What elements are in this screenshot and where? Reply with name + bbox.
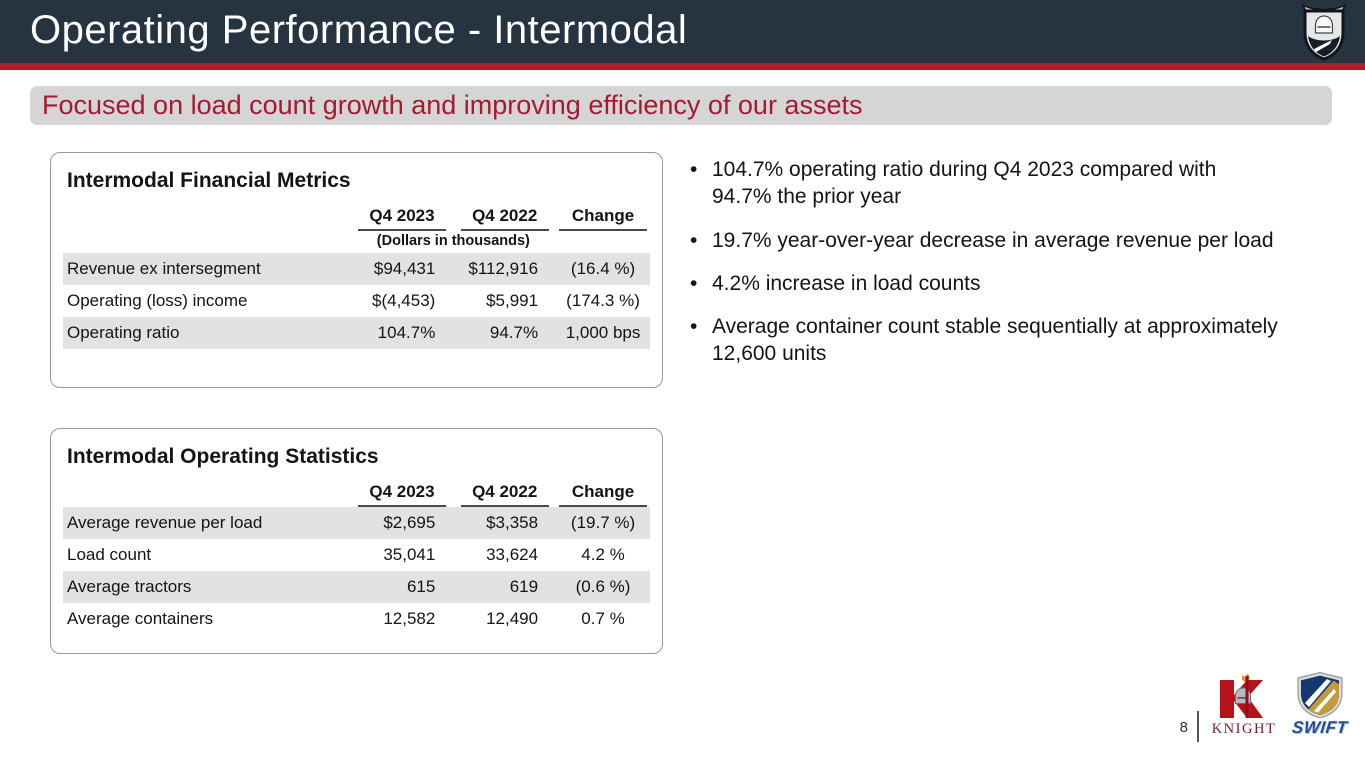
row-label: Average revenue per load	[67, 512, 263, 532]
page-title: Operating Performance - Intermodal	[30, 8, 688, 52]
cell-q4-2022: 94.7%	[489, 322, 539, 342]
operating-table-title: Intermodal Operating Statistics	[67, 445, 379, 468]
cell-change: (174.3 %)	[566, 290, 640, 310]
cell-change: 4.2 %	[581, 544, 625, 564]
page-number: 8	[1179, 719, 1188, 736]
cell-q4-2023: $(4,453)	[372, 290, 436, 310]
header-label-spacer	[63, 479, 351, 507]
bullet-text: 104.7% operating ratio during Q4 2023 co…	[712, 158, 1217, 209]
column-header-q4-2023: Q4 2023	[351, 479, 454, 507]
table-row: Average containers 12,582 12,490 0.7 %	[63, 603, 650, 635]
table-header-row: Q4 2023 Q4 2022 Change	[63, 479, 650, 507]
swift-logo: SWIFT	[1284, 672, 1356, 738]
table-row: Average tractors 615 619 (0.6 %)	[63, 571, 650, 603]
knight-k-helmet-icon	[1220, 674, 1263, 718]
bullet-text: 4.2% increase in load counts	[712, 271, 981, 295]
bullet-item: 104.7% operating ratio during Q4 2023 co…	[690, 156, 1278, 211]
financial-metrics-card: Intermodal Financial Metrics Q4 2023 Q4 …	[50, 152, 663, 388]
table-row: Load count 35,041 33,624 4.2 %	[63, 539, 650, 571]
cell-q4-2023: 35,041	[383, 544, 436, 564]
cell-q4-2023: 615	[406, 576, 436, 596]
table-row: Operating (loss) income $(4,453) $5,991 …	[63, 285, 650, 317]
operating-statistics-table: Q4 2023 Q4 2022 Change Average revenue p…	[63, 479, 650, 635]
knight-wordmark: KNIGHT	[1211, 721, 1277, 737]
financial-metrics-table: Q4 2023 Q4 2022 Change (Dollars in thous…	[63, 203, 650, 349]
cell-q4-2022: $112,916	[468, 258, 539, 278]
financial-table-title: Intermodal Financial Metrics	[67, 169, 351, 192]
bullet-item: 19.7% year-over-year decrease in average…	[690, 227, 1278, 255]
column-header-q4-2022: Q4 2022	[453, 203, 556, 231]
header-label-spacer	[63, 203, 351, 231]
cell-q4-2022: $5,991	[486, 290, 539, 310]
cell-change: (16.4 %)	[570, 258, 636, 278]
header-bar: Operating Performance - Intermodal	[0, 0, 1365, 63]
row-label: Load count	[67, 544, 152, 564]
bullet-item: 4.2% increase in load counts	[690, 270, 1278, 298]
column-header-change: Change	[556, 203, 650, 231]
bullet-text: Average container count stable sequentia…	[712, 315, 1278, 366]
row-label: Average tractors	[67, 576, 192, 596]
row-label: Operating ratio	[67, 322, 180, 342]
highlights-list: 104.7% operating ratio during Q4 2023 co…	[690, 156, 1278, 384]
table-header-row: Q4 2023 Q4 2022 Change	[63, 203, 650, 231]
bullet-item: Average container count stable sequentia…	[690, 313, 1278, 368]
table-row: Revenue ex intersegment $94,431 $112,916…	[63, 253, 650, 285]
table-note-row: (Dollars in thousands)	[63, 231, 650, 253]
cell-q4-2022: 33,624	[486, 544, 539, 564]
cell-q4-2023: 12,582	[383, 608, 436, 628]
cell-q4-2022: $3,358	[486, 512, 539, 532]
row-label: Operating (loss) income	[67, 290, 248, 310]
swift-shield-icon	[1297, 672, 1343, 718]
bullet-text: 19.7% year-over-year decrease in average…	[712, 228, 1274, 252]
cell-change: (19.7 %)	[570, 512, 636, 532]
knight-logo: KNIGHT	[1208, 674, 1280, 738]
cell-change: (0.6 %)	[575, 576, 631, 596]
cell-change: 0.7 %	[581, 608, 625, 628]
row-label: Average containers	[67, 608, 214, 628]
dollars-note: (Dollars in thousands)	[376, 233, 530, 249]
subtitle-text: Focused on load count growth and improvi…	[42, 90, 863, 120]
column-header-q4-2023: Q4 2023	[351, 203, 454, 231]
cell-q4-2022: 619	[509, 576, 539, 596]
table-row: Operating ratio 104.7% 94.7% 1,000 bps	[63, 317, 650, 349]
footer-divider	[1197, 711, 1199, 742]
cell-q4-2023: 104.7%	[377, 322, 436, 342]
cell-q4-2023: $2,695	[383, 512, 436, 532]
knight-swift-crest-icon	[1295, 2, 1353, 62]
cell-q4-2023: $94,431	[373, 258, 436, 278]
table-row: Average revenue per load $2,695 $3,358 (…	[63, 507, 650, 539]
row-label: Revenue ex intersegment	[67, 258, 261, 278]
swift-wordmark: SWIFT	[1291, 718, 1349, 737]
cell-q4-2022: 12,490	[486, 608, 539, 628]
subtitle-bar: Focused on load count growth and improvi…	[30, 86, 1332, 125]
operating-statistics-card: Intermodal Operating Statistics Q4 2023 …	[50, 428, 663, 654]
column-header-change: Change	[556, 479, 650, 507]
red-accent-line	[0, 63, 1365, 70]
column-header-q4-2022: Q4 2022	[453, 479, 556, 507]
cell-change: 1,000 bps	[565, 322, 641, 342]
